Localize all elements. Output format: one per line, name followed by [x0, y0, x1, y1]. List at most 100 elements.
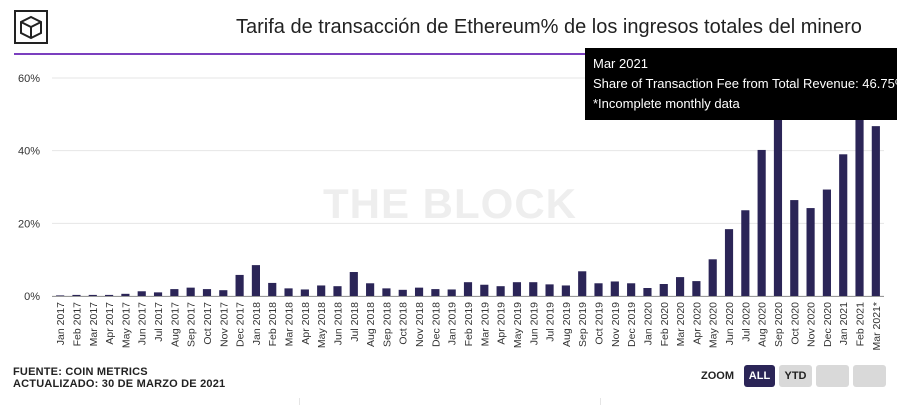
bar	[822, 189, 831, 296]
watermark: THE BLOCK	[323, 180, 577, 227]
x-tick-label: Sep 2017	[186, 302, 198, 347]
bar	[202, 289, 212, 296]
x-tick-label: Feb 2019	[463, 302, 475, 347]
updated-text: ACTUALIZADO: 30 DE MARZO DE 2021	[13, 378, 226, 390]
bar	[855, 103, 864, 296]
bar	[268, 282, 277, 296]
bar	[317, 285, 326, 296]
bar	[366, 283, 375, 296]
x-tick-label: May 2017	[120, 302, 132, 348]
x-tick-label: Apr 2018	[300, 302, 312, 345]
x-tick-label: Jul 2020	[740, 302, 752, 342]
x-tick-label: Apr 2017	[104, 302, 116, 345]
x-tick-label: Nov 2019	[610, 302, 622, 347]
bar	[643, 288, 652, 296]
bar	[463, 282, 473, 296]
bar	[610, 281, 619, 296]
bar	[790, 200, 799, 296]
bar	[398, 289, 407, 296]
bar	[773, 112, 783, 297]
x-tick-label: May 2018	[316, 302, 328, 348]
x-tick-label: Jul 2017	[153, 302, 165, 342]
zoom-label: ZOOM	[701, 370, 734, 382]
bar	[741, 210, 750, 296]
tooltip-note: *Incomplete monthly data	[593, 96, 740, 111]
bar	[170, 289, 179, 296]
zoom-button-3[interactable]	[816, 365, 849, 387]
x-tick-label: Jan 2021	[838, 302, 850, 345]
x-tick-label: Aug 2019	[561, 302, 573, 347]
y-tick-label: 40%	[18, 146, 40, 158]
bar	[153, 292, 163, 296]
bar	[512, 282, 522, 296]
bar	[56, 295, 65, 296]
x-tick-label: Oct 2018	[398, 302, 410, 345]
bar	[659, 284, 668, 296]
x-tick-label: Oct 2017	[202, 302, 214, 345]
x-tick-label: Mar 2019	[479, 302, 491, 347]
bar	[561, 285, 570, 296]
bar	[414, 287, 424, 296]
x-tick-label: Aug 2017	[169, 302, 181, 347]
bar	[382, 288, 391, 296]
x-tick-label: Apr 2019	[496, 302, 508, 345]
zoom-ytd-button[interactable]: YTD	[779, 365, 812, 387]
y-tick-label: 60%	[18, 73, 40, 85]
bar	[839, 154, 848, 296]
bar	[578, 271, 587, 296]
title-divider	[14, 53, 884, 55]
zoom-button-4[interactable]	[853, 365, 886, 387]
footer-divider	[299, 398, 300, 405]
footer-divider	[600, 398, 601, 405]
x-tick-label: Oct 2020	[789, 302, 801, 345]
bar	[137, 291, 146, 296]
x-tick-label: Dec 2017	[235, 302, 247, 347]
bar	[871, 126, 880, 297]
tooltip-period: Mar 2021	[593, 56, 648, 71]
x-tick-label: Jul 2019	[545, 302, 557, 342]
bar	[627, 283, 636, 296]
x-tick-label: Mar 2018	[284, 302, 296, 347]
zoom-all-button[interactable]: ALL	[744, 365, 775, 387]
x-tick-label: Feb 2020	[659, 302, 671, 347]
bar	[186, 287, 195, 296]
chart-tooltip: Mar 2021 Share of Transaction Fee from T…	[585, 48, 898, 120]
x-tick-label: Mar 2020	[675, 302, 687, 347]
bar	[235, 274, 244, 296]
x-tick-label: Sep 2019	[577, 302, 589, 347]
bar	[251, 265, 260, 296]
bar	[333, 286, 342, 296]
x-tick-label: Dec 2019	[626, 302, 638, 347]
bar	[594, 283, 603, 296]
tooltip-value: Share of Transaction Fee from Total Reve…	[593, 76, 898, 91]
x-tick-label: Apr 2020	[691, 302, 703, 345]
x-tick-label: Sep 2020	[773, 302, 785, 347]
x-tick-label: Jun 2020	[724, 302, 736, 345]
y-tick-label: 0%	[24, 291, 40, 303]
bar	[447, 289, 456, 296]
x-tick-label: Jan 2018	[251, 302, 263, 345]
source-note: FUENTE: COIN METRICS ACTUALIZADO: 30 DE …	[13, 366, 225, 390]
bar	[708, 259, 717, 296]
x-tick-label: Feb 2021	[855, 302, 867, 347]
bar	[545, 284, 554, 296]
bar	[72, 294, 81, 296]
y-tick-label: 20%	[18, 218, 40, 230]
x-tick-label: Aug 2020	[757, 302, 769, 347]
bar	[692, 281, 701, 296]
x-tick-label: May 2019	[512, 302, 524, 348]
bar	[105, 294, 114, 296]
x-tick-label: Aug 2018	[365, 302, 377, 347]
x-tick-label: Feb 2018	[267, 302, 279, 347]
bar	[529, 282, 538, 296]
x-tick-label: Sep 2018	[381, 302, 393, 347]
bar-chart: 0% 20% 40% 60% THE BLOCK Jan 2017 Feb 2017 Mar …	[18, 73, 884, 350]
bar	[300, 289, 309, 296]
x-tick-label: May 2020	[708, 302, 720, 348]
bar	[724, 229, 734, 296]
bar	[806, 208, 815, 296]
x-tick-label: Nov 2018	[414, 302, 426, 347]
x-tick-label: Dec 2020	[822, 302, 834, 347]
x-tick-label: Dec 2018	[430, 302, 442, 347]
x-tick-label: Jun 2018	[332, 302, 344, 345]
